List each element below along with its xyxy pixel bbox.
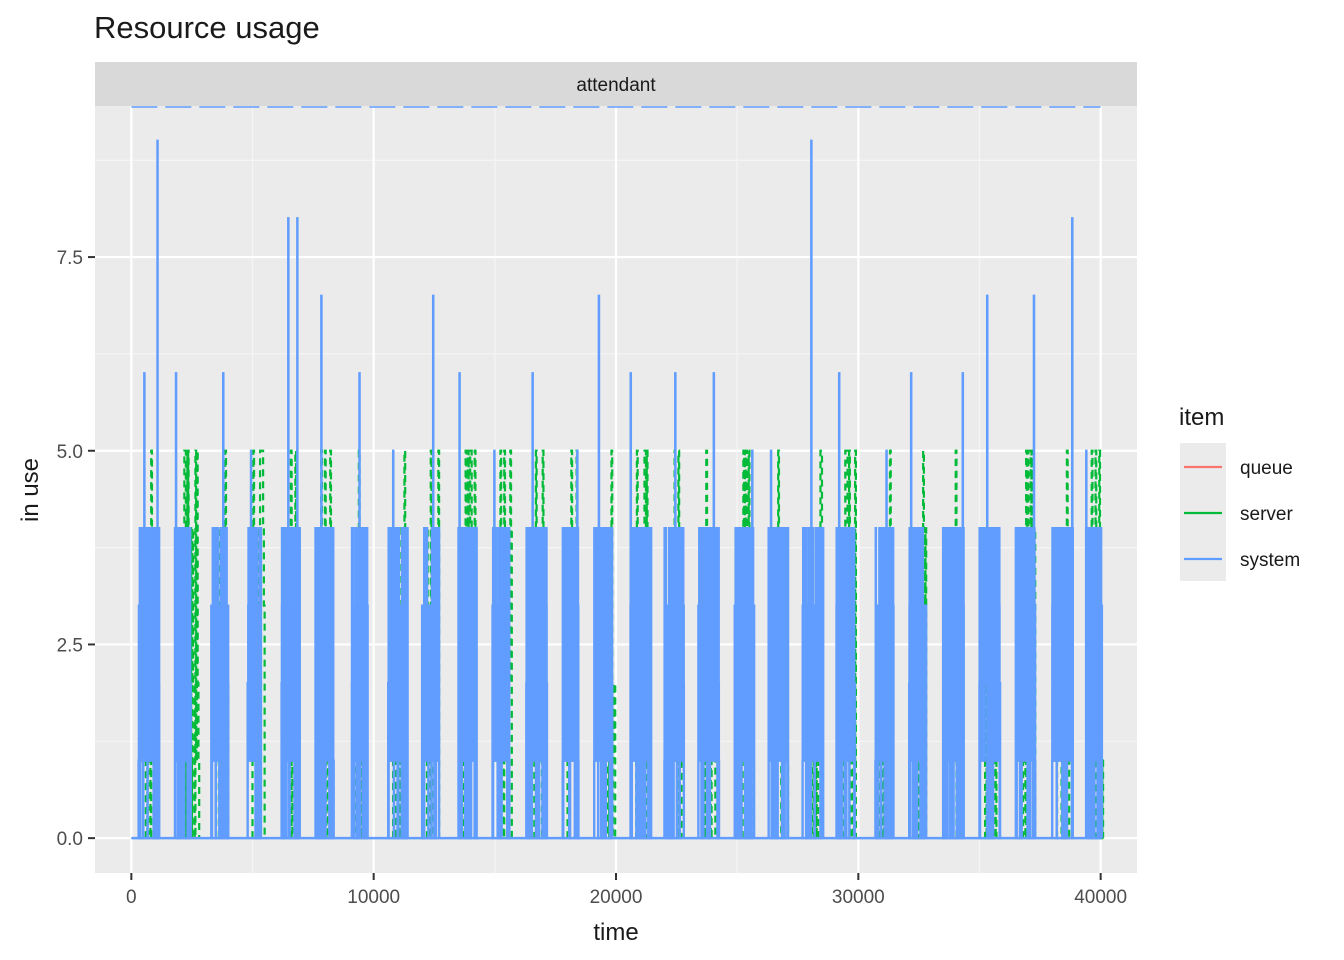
- x-tick-label: 0: [126, 887, 137, 908]
- legend-label-system: system: [1240, 550, 1300, 571]
- system-burst-line: [835, 372, 856, 840]
- x-tick-label: 20000: [590, 887, 643, 908]
- legend-title: item: [1179, 404, 1224, 431]
- y-axis-title: in use: [17, 458, 44, 522]
- legend-label-queue: queue: [1240, 458, 1293, 479]
- y-tick-label: 2.5: [57, 635, 83, 656]
- system-burst-line: [767, 449, 790, 840]
- x-axis-title: time: [593, 919, 638, 946]
- system-burst-line: [525, 372, 549, 840]
- system-burst-line: [1050, 217, 1074, 840]
- system-burst-line: [874, 449, 895, 840]
- system-burst-line: [978, 294, 1002, 840]
- x-tick-label: 40000: [1074, 887, 1127, 908]
- y-tick-label: 0.0: [57, 829, 83, 850]
- legend-label-server: server: [1240, 504, 1293, 525]
- system-burst-line: [137, 372, 160, 840]
- system-burst-line: [1084, 449, 1104, 840]
- y-tick-label: 5.0: [57, 442, 83, 463]
- system-burst-line: [210, 372, 230, 840]
- system-burst-line: [592, 294, 614, 840]
- y-tick-label: 7.5: [57, 248, 83, 269]
- system-burst-line: [420, 294, 441, 840]
- facet-label: attendant: [576, 75, 656, 96]
- system-burst-line: [491, 449, 511, 840]
- x-tick-label: 10000: [347, 887, 400, 908]
- system-burst-line: [629, 372, 653, 840]
- server-burst-line: [914, 449, 928, 840]
- server-burst-line: [842, 449, 858, 840]
- legend: item queue server system: [1179, 404, 1300, 581]
- system-burst-line: [733, 449, 756, 840]
- system-burst-line: [801, 139, 825, 840]
- series-layer: [131, 106, 1105, 840]
- system-burst-line: [294, 217, 301, 840]
- system-burst-line: [1014, 294, 1037, 840]
- chart-title: Resource usage: [94, 10, 320, 45]
- system-burst-line: [154, 139, 161, 840]
- system-burst-line: [908, 372, 928, 840]
- system-burst-line: [246, 449, 263, 840]
- server-burst-line: [702, 449, 717, 840]
- x-tick-label: 30000: [832, 887, 885, 908]
- system-burst-line: [561, 449, 580, 840]
- facet-strip: [95, 62, 1137, 106]
- system-burst-line: [457, 372, 478, 840]
- system-burst-line: [663, 372, 686, 840]
- system-burst-line: [697, 372, 721, 840]
- axis-layer: 0 10000 20000 30000 40000 0.0 2.5 5.0 7.5: [57, 248, 1127, 908]
